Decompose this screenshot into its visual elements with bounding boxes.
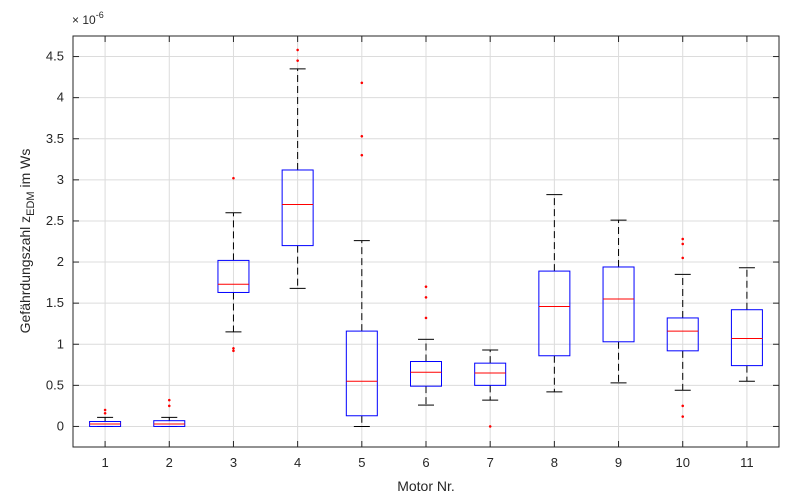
box-motor-7 bbox=[474, 349, 507, 428]
iqr-box bbox=[410, 361, 442, 387]
y-tick-label: 1 bbox=[57, 336, 64, 351]
box-motor-1 bbox=[89, 408, 122, 427]
outlier-point bbox=[167, 404, 171, 408]
x-tick-label: 7 bbox=[487, 455, 494, 470]
boxes bbox=[89, 48, 763, 428]
y-tick-label: 0.5 bbox=[46, 377, 64, 392]
iqr-box bbox=[217, 259, 250, 293]
outlier-point bbox=[681, 242, 685, 246]
x-tick-label: 6 bbox=[422, 455, 429, 470]
iqr-box bbox=[730, 309, 763, 367]
outlier-point bbox=[167, 398, 171, 402]
outlier-point bbox=[360, 134, 364, 138]
x-tick-label: 10 bbox=[675, 455, 689, 470]
outlier-point bbox=[424, 285, 428, 289]
x-tick-label: 4 bbox=[294, 455, 301, 470]
box-motor-11 bbox=[730, 267, 763, 382]
iqr-box bbox=[538, 270, 571, 357]
outlier-point bbox=[681, 404, 685, 408]
outlier-point bbox=[681, 415, 685, 418]
outlier-point bbox=[488, 425, 492, 428]
iqr-box bbox=[602, 266, 635, 343]
iqr-box bbox=[345, 330, 378, 417]
y-axis-label-subscript: EDM bbox=[25, 191, 37, 215]
outlier-point bbox=[296, 59, 299, 63]
outlier-point bbox=[296, 48, 299, 52]
box-motor-4 bbox=[281, 48, 314, 289]
box-motor-8 bbox=[538, 194, 571, 393]
iqr-box bbox=[666, 317, 699, 352]
outlier-point bbox=[360, 153, 364, 157]
y-tick-label: 3 bbox=[57, 172, 64, 187]
outlier-point bbox=[103, 411, 107, 415]
y-tick-label: 2 bbox=[57, 254, 64, 269]
outlier-point bbox=[232, 176, 235, 180]
y-axis-label-tail: im Ws bbox=[17, 149, 33, 192]
y-tick-label: 4.5 bbox=[46, 49, 64, 64]
y-exponent-power: -6 bbox=[96, 10, 104, 20]
outlier-point bbox=[681, 256, 685, 260]
box-motor-10 bbox=[666, 237, 699, 418]
box-motor-5 bbox=[345, 81, 378, 427]
outlier-point bbox=[232, 347, 235, 350]
outlier-point bbox=[424, 316, 428, 320]
x-tick-label: 1 bbox=[101, 455, 108, 470]
x-tick-label: 2 bbox=[166, 455, 173, 470]
y-axis-label-main: Gefährdungszahl z bbox=[17, 216, 33, 334]
x-tick-label: 9 bbox=[615, 455, 622, 470]
outlier-point bbox=[424, 296, 428, 299]
y-exponent-label: × 10-6 bbox=[72, 10, 104, 27]
x-tick-label: 3 bbox=[230, 455, 237, 470]
outlier-point bbox=[360, 81, 364, 85]
y-tick-label: 3.5 bbox=[46, 131, 64, 146]
box-motor-2 bbox=[153, 398, 186, 427]
y-axis-label: Gefährdungszahl zEDM im Ws bbox=[17, 149, 37, 334]
outlier-point bbox=[681, 237, 685, 241]
box-motor-6 bbox=[410, 285, 442, 406]
iqr-box bbox=[474, 362, 507, 386]
x-tick-label: 11 bbox=[740, 455, 754, 470]
y-tick-label: 1.5 bbox=[46, 295, 64, 310]
y-tick-label: 0 bbox=[57, 418, 64, 433]
outlier-point bbox=[232, 349, 235, 353]
y-exponent-base: × 10 bbox=[72, 13, 96, 27]
y-tick-label: 4 bbox=[57, 90, 64, 105]
box-motor-9 bbox=[602, 219, 635, 384]
y-tick-label: 2.5 bbox=[46, 213, 64, 228]
x-axis-label: Motor Nr. bbox=[397, 478, 455, 494]
outlier-point bbox=[103, 408, 107, 412]
box-motor-3 bbox=[217, 176, 250, 353]
x-tick-label: 5 bbox=[358, 455, 365, 470]
axis-ticks: 0 0.5 1 1.5 2 2.5 3 3.5 4 4.5 1 2 3 4 5 6 7 8 9 10 11 bbox=[46, 36, 779, 470]
iqr-box bbox=[281, 169, 314, 247]
x-tick-label: 8 bbox=[551, 455, 558, 470]
